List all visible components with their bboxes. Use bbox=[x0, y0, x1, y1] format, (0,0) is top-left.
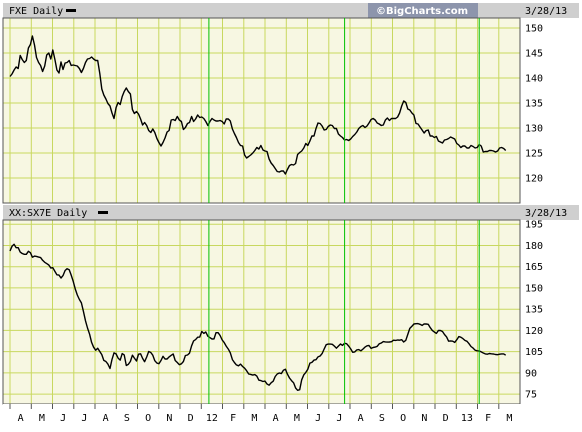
panel1-ytick-label: 125 bbox=[525, 149, 543, 160]
panel1-title: FXE Daily bbox=[9, 6, 63, 17]
panel1-ytick-label: 120 bbox=[525, 174, 543, 185]
panel2-ytick-label: 90 bbox=[525, 368, 537, 379]
logo-band bbox=[368, 3, 478, 18]
panel1-legend-swatch bbox=[66, 9, 76, 12]
marker-lines bbox=[208, 18, 480, 404]
x-tick-label: O bbox=[400, 413, 406, 424]
x-tick-label: A bbox=[18, 413, 24, 424]
panel1-ytick-label: 130 bbox=[525, 124, 543, 135]
panel2-price-line bbox=[9, 243, 507, 391]
x-tick-label: M bbox=[251, 413, 257, 424]
panel1-background bbox=[3, 18, 520, 203]
panel2-header-band bbox=[3, 205, 579, 220]
x-tick-label: J bbox=[336, 413, 342, 424]
panel1-price-line bbox=[9, 35, 507, 175]
x-tick-label: A bbox=[273, 413, 279, 424]
x-tick-label: 13 bbox=[461, 413, 473, 424]
x-tick-label: J bbox=[81, 413, 87, 424]
panel1-frame bbox=[2, 17, 521, 204]
x-tick-label: J bbox=[60, 413, 66, 424]
panel1-ytick-label: 135 bbox=[525, 99, 543, 110]
x-tick-label: F bbox=[485, 413, 491, 424]
x-tick-label: 12 bbox=[206, 413, 218, 424]
panel2-ytick-label: 150 bbox=[525, 283, 543, 294]
x-tick-label: S bbox=[124, 413, 130, 424]
x-tick-label: D bbox=[443, 413, 449, 424]
panel2-ytick-label: 120 bbox=[525, 326, 543, 337]
panel1-ytick-label: 145 bbox=[525, 49, 543, 60]
bigcharts-logo: ©BigCharts.com bbox=[376, 6, 468, 17]
x-tick-label: A bbox=[358, 413, 364, 424]
panel2-date: 3/28/13 bbox=[525, 208, 567, 219]
x-tick-label: M bbox=[39, 413, 45, 424]
panel2-title: XX:SX7E Daily bbox=[9, 208, 87, 219]
panel2-ytick-label: 105 bbox=[525, 347, 543, 358]
x-tick-label: N bbox=[421, 413, 427, 424]
panel1-date: 3/28/13 bbox=[525, 6, 567, 17]
panel2-ytick-label: 165 bbox=[525, 262, 543, 273]
panel2-ytick-label: 195 bbox=[525, 220, 543, 231]
x-tick-label: J bbox=[315, 413, 321, 424]
x-tick-label: S bbox=[379, 413, 385, 424]
x-tick-label: O bbox=[145, 413, 151, 424]
panel2-plot: 75 90 105 120 135 150 165 180 195 bbox=[2, 219, 543, 405]
x-tick-label: D bbox=[188, 413, 194, 424]
panel2-background bbox=[3, 220, 520, 404]
panel1-plot: 120 125 130 135 140 145 150 bbox=[2, 17, 543, 204]
x-tick-label: A bbox=[103, 413, 109, 424]
panel2-legend-swatch bbox=[98, 211, 108, 214]
panel2-ytick-label: 75 bbox=[525, 390, 537, 401]
x-tick-label: M bbox=[294, 413, 300, 424]
x-axis-band bbox=[3, 404, 579, 426]
panel2-ytick-label: 135 bbox=[525, 305, 543, 316]
x-axis: A M J J A S O N D 12 F M A M J J A S O N D 13 F M bbox=[3, 404, 579, 426]
x-tick-label: M bbox=[506, 413, 512, 424]
panel1-header-band bbox=[3, 3, 579, 18]
panel2-ytick-label: 180 bbox=[525, 241, 543, 252]
x-tick-label: N bbox=[166, 413, 172, 424]
panel1-ytick-label: 140 bbox=[525, 74, 543, 85]
panel1-ytick-label: 150 bbox=[525, 24, 543, 35]
x-tick-label: F bbox=[230, 413, 236, 424]
